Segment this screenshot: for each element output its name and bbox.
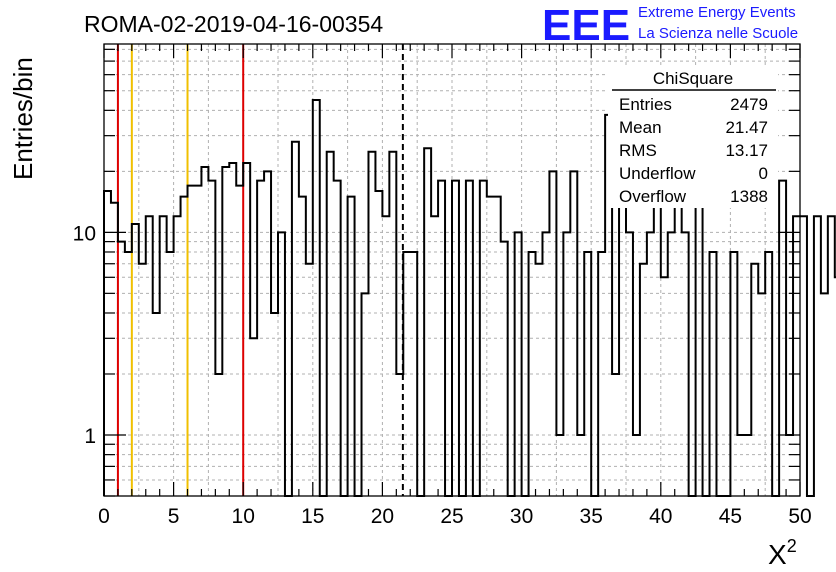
y-tick-labels: 1 10 bbox=[73, 222, 96, 448]
x-tick-label: 10 bbox=[232, 505, 255, 528]
stats-label-rms: RMS bbox=[619, 141, 657, 160]
x-tick-labels: 0 5 10 15 20 25 30 35 40 45 50 bbox=[98, 505, 812, 528]
stats-value-overflow: 1388 bbox=[730, 187, 768, 206]
y-axis-label: Entries/bin bbox=[8, 57, 38, 180]
stats-value-entries: 2479 bbox=[730, 95, 768, 114]
stats-value-underflow: 0 bbox=[759, 164, 768, 183]
x-tick-label: 20 bbox=[371, 505, 394, 528]
eee-logo: EEE bbox=[542, 1, 630, 50]
axis-ticks bbox=[103, 44, 801, 497]
x-tick-label: 25 bbox=[440, 505, 463, 528]
x-tick-label: 0 bbox=[98, 505, 110, 528]
x-tick-label: 15 bbox=[301, 505, 324, 528]
stats-value-rms: 13.17 bbox=[725, 141, 768, 160]
y-tick-label: 1 bbox=[84, 425, 96, 448]
x-axis-label-base: X bbox=[768, 539, 787, 570]
stats-label-entries: Entries bbox=[619, 95, 672, 114]
stats-value-mean: 21.47 bbox=[725, 118, 768, 137]
x-tick-label: 5 bbox=[168, 505, 180, 528]
logo-line-1: Extreme Energy Events bbox=[638, 4, 796, 21]
x-axis-label: X2 bbox=[768, 536, 797, 570]
x-tick-label: 30 bbox=[510, 505, 533, 528]
x-tick-label: 35 bbox=[580, 505, 603, 528]
reference-lines bbox=[116, 44, 404, 496]
run-title: ROMA-02-2019-04-16-00354 bbox=[84, 11, 383, 37]
histogram-steps bbox=[103, 98, 836, 497]
y-tick-label: 10 bbox=[73, 222, 96, 245]
stats-box: ChiSquare Entries 2479 Mean 21.47 RMS 13… bbox=[608, 66, 778, 208]
x-tick-label: 50 bbox=[788, 505, 811, 528]
stats-label-underflow: Underflow bbox=[619, 164, 696, 183]
stats-label-mean: Mean bbox=[619, 118, 662, 137]
x-tick-label: 45 bbox=[719, 505, 742, 528]
x-tick-label: 40 bbox=[649, 505, 672, 528]
logo-line-2: La Scienza nelle Scuole bbox=[638, 25, 798, 42]
stats-label-overflow: Overflow bbox=[619, 187, 687, 206]
x-axis-label-sup: 2 bbox=[787, 536, 797, 556]
stats-title: ChiSquare bbox=[653, 69, 733, 88]
